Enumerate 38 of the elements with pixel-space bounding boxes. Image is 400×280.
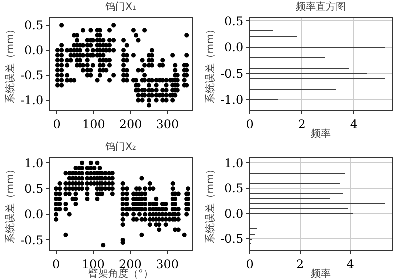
x-tick-label: 0 (246, 257, 254, 272)
x-tick-label: 300 (156, 257, 179, 272)
y-tick-label: 0.0 (24, 44, 44, 58)
y-tick-label: -0.5 (20, 233, 44, 248)
x-tick-label: 4 (350, 117, 358, 132)
x-tick-label: 0 (246, 117, 254, 132)
y-tick-label: -0.5 (20, 68, 44, 83)
x-tick-label: 4 (346, 257, 355, 272)
y-tick-label: -1.0 (20, 94, 44, 108)
y-tick-label: 0.5 (24, 182, 44, 196)
y-axis-title: 系统误差（mm） (204, 24, 216, 104)
y-tick-label: 0.0 (224, 40, 244, 55)
y-tick-label: 1.0 (24, 156, 44, 170)
x-tick-label: 200 (119, 117, 142, 132)
y-tick-label: -0.5 (220, 232, 244, 246)
y-axis-title: 系统误差（mm） (4, 164, 16, 244)
y-tick-label: 0.5 (24, 18, 44, 33)
x-tick-label: 300 (156, 117, 180, 132)
y-axis-title: 系统误差（mm） (4, 24, 16, 104)
x-tick-label: 0 (53, 117, 61, 132)
chart-title: 钨门X₁ (104, 1, 136, 13)
x-tick-label: 100 (82, 117, 106, 132)
x-tick-label: 2 (296, 257, 304, 272)
y-axis-title: 系统误差（mm） (204, 164, 216, 244)
y-tick-label: -0.5 (220, 66, 244, 81)
x-tick-label: 2 (298, 117, 306, 132)
x-axis-title: 频率 (311, 268, 331, 280)
y-tick-label: -1.0 (220, 93, 244, 108)
y-tick-label: 0.5 (224, 182, 244, 196)
x-tick-label: 0 (52, 257, 60, 272)
x-axis-title: 频率 (311, 128, 331, 140)
chart-title: 钨门X₂ (104, 141, 136, 153)
y-tick-label: 0.5 (224, 14, 244, 28)
x-axis-title: 臂架角度（°） (88, 268, 154, 280)
y-tick-label: 1.0 (224, 156, 244, 170)
chart-title: 频率直方图 (296, 1, 346, 13)
y-tick-label: 0.0 (24, 208, 44, 222)
y-tick-label: 0.0 (224, 206, 244, 221)
